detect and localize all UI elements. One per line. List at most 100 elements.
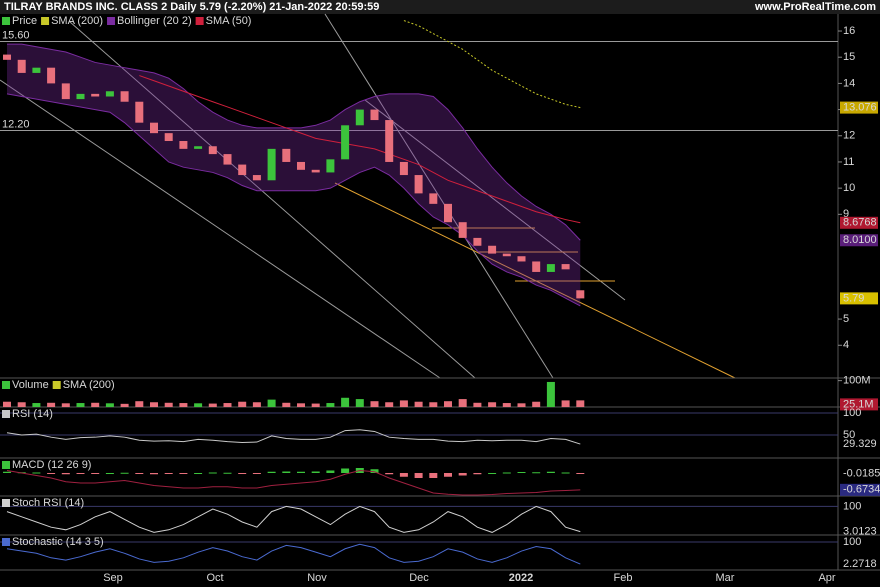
volume-bar bbox=[164, 402, 173, 407]
volume-bar bbox=[414, 401, 423, 407]
candle bbox=[399, 161, 408, 176]
candle bbox=[282, 148, 291, 162]
y-tick-label: 11 bbox=[843, 156, 854, 168]
candle bbox=[76, 93, 85, 100]
macd-histogram bbox=[3, 471, 11, 473]
y-tick-label: 16 bbox=[843, 25, 855, 37]
y-tick-label: 100 bbox=[843, 407, 861, 419]
candle bbox=[252, 175, 261, 181]
candle bbox=[444, 203, 452, 223]
price-label: 5.79 bbox=[843, 292, 864, 304]
volume-bar bbox=[105, 403, 114, 407]
volume-bar bbox=[517, 403, 526, 407]
volume-bar bbox=[208, 403, 217, 407]
macd-histogram bbox=[223, 472, 232, 474]
indicator-line bbox=[6, 505, 581, 533]
macd-histogram bbox=[370, 469, 379, 473]
macd-histogram bbox=[61, 473, 70, 475]
price-label-bg bbox=[840, 101, 878, 114]
candle bbox=[150, 122, 158, 134]
macd-histogram bbox=[414, 473, 423, 478]
candle bbox=[238, 164, 247, 176]
volume-bar bbox=[311, 403, 320, 407]
value-label: 25.1M bbox=[843, 398, 874, 410]
macd-histogram bbox=[502, 472, 511, 474]
y-tick-label: 10 bbox=[843, 182, 855, 194]
y-tick-label: 4 bbox=[843, 339, 849, 351]
candle bbox=[385, 120, 394, 162]
volume-bar bbox=[561, 400, 570, 407]
candle bbox=[3, 54, 11, 60]
trend-lines bbox=[0, 13, 736, 379]
candle bbox=[135, 101, 144, 123]
candle bbox=[164, 133, 173, 142]
volume-bar bbox=[194, 403, 203, 407]
candle bbox=[561, 264, 570, 270]
macd-histogram bbox=[252, 473, 261, 474]
legend-label: Bollinger (20 2) bbox=[117, 15, 192, 27]
legend-swatch bbox=[41, 17, 50, 25]
candle bbox=[532, 261, 541, 272]
volume-bar bbox=[223, 403, 232, 407]
x-tick-label: Mar bbox=[716, 572, 735, 584]
candle bbox=[297, 161, 305, 170]
value-label: -0.0185 bbox=[843, 467, 880, 479]
sma-line bbox=[139, 75, 581, 224]
indicator-line bbox=[6, 543, 581, 565]
candle bbox=[17, 59, 26, 73]
candle bbox=[546, 264, 555, 272]
volume-bar bbox=[32, 403, 41, 407]
volume-bar bbox=[399, 400, 408, 407]
y-tick-label: 100 bbox=[843, 536, 861, 548]
candle bbox=[341, 125, 350, 160]
candle bbox=[194, 146, 203, 149]
y-tick-label: 9 bbox=[843, 208, 849, 220]
macd-histogram bbox=[458, 473, 467, 476]
volume-bar bbox=[370, 401, 379, 407]
legend-swatch bbox=[2, 499, 10, 507]
volume-bar bbox=[17, 402, 26, 407]
x-tick-label: Dec bbox=[409, 572, 429, 584]
macd-histogram bbox=[47, 473, 56, 474]
volume-bar bbox=[326, 403, 335, 407]
bollinger-lower bbox=[6, 93, 581, 307]
candle bbox=[355, 109, 364, 126]
price-label: 8.6768 bbox=[843, 217, 877, 229]
candle bbox=[105, 91, 114, 97]
candle bbox=[488, 245, 497, 254]
x-tick-label: Oct bbox=[206, 572, 223, 584]
header-bar bbox=[0, 0, 880, 14]
value-label: 3.0123 bbox=[843, 526, 877, 538]
level-label-bg bbox=[0, 118, 30, 130]
candle bbox=[473, 237, 482, 246]
candle bbox=[414, 175, 423, 194]
macd-histogram bbox=[561, 472, 570, 474]
header-title: TILRAY BRANDS INC. CLASS 2 Daily 5.79 (-… bbox=[4, 1, 379, 13]
macd-histogram bbox=[532, 472, 541, 474]
macd-histogram bbox=[105, 473, 114, 474]
value-label: -0.6734 bbox=[843, 484, 880, 496]
macd-histogram bbox=[282, 471, 291, 473]
volume-bar bbox=[238, 401, 247, 407]
y-tick-label: 100M bbox=[843, 375, 871, 387]
macd-histogram bbox=[311, 471, 320, 473]
macd-histogram bbox=[341, 468, 350, 473]
value-label: 2.2718 bbox=[843, 558, 877, 570]
candle bbox=[311, 169, 320, 173]
value-label-bg bbox=[840, 398, 878, 411]
legend-swatch bbox=[195, 17, 204, 25]
macd-histogram bbox=[488, 473, 497, 474]
x-tick-label: Nov bbox=[307, 572, 327, 584]
macd-histogram bbox=[91, 473, 100, 474]
candle bbox=[267, 148, 276, 181]
price-label-bg bbox=[840, 234, 878, 247]
volume-bar bbox=[458, 399, 467, 407]
level-label: 15.60 bbox=[2, 29, 30, 41]
macd-histogram bbox=[194, 473, 203, 474]
macd-histogram bbox=[473, 473, 482, 475]
indicator-line bbox=[6, 429, 581, 445]
candle bbox=[326, 159, 335, 173]
volume-bar bbox=[576, 400, 585, 407]
volume-bar bbox=[297, 403, 305, 407]
